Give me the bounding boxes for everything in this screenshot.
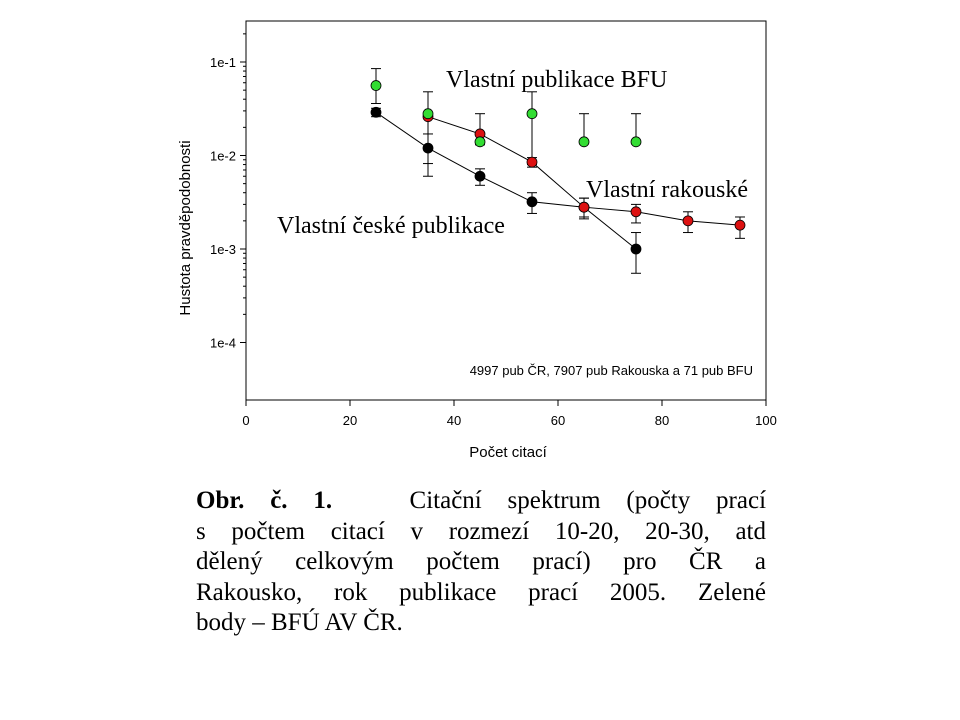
data-point: [630, 243, 642, 255]
figure-caption: Obr. č. 1. Citační spektrum (počty prací…: [196, 486, 766, 639]
data-point: [422, 142, 434, 154]
label-at: Vlastní rakouské: [586, 177, 748, 203]
caption-line: Obr. č. 1. Citační spektrum (počty prací: [196, 486, 766, 517]
caption-text: Citační spektrum (počty prací: [409, 487, 767, 514]
data-point: [422, 108, 434, 120]
y-tick-label: 1e-3: [210, 242, 236, 257]
x-axis-label: Počet citací: [469, 444, 547, 461]
data-point: [578, 201, 590, 213]
data-point: [370, 106, 382, 118]
series-layer: [370, 68, 746, 274]
plot-frame: [245, 20, 767, 401]
x-tick-label: 40: [447, 413, 461, 428]
caption-prefix: Obr. č. 1.: [196, 487, 333, 514]
y-axis-ticks: 1e-1 1e-2 1e-3 1e-4: [210, 33, 246, 351]
x-axis-ticks: 0 20 40 60 80 100: [242, 400, 777, 428]
data-point: [474, 136, 486, 148]
x-tick-label: 60: [551, 413, 565, 428]
caption-line: dělený celkovým počtem prací) pro ČR a: [196, 548, 766, 575]
x-tick-label: 0: [242, 413, 249, 428]
data-point: [474, 170, 486, 182]
x-tick-label: 80: [655, 413, 669, 428]
data-point: [526, 156, 538, 168]
data-point: [734, 219, 746, 231]
data-point: [526, 196, 538, 208]
caption-line: Rakousko, rok publikace prací 2005. Zele…: [196, 578, 766, 606]
x-tick-label: 100: [755, 413, 777, 428]
sample-size-note: 4997 pub ČR, 7907 pub Rakouska a 71 pub …: [470, 363, 753, 378]
data-point: [682, 215, 694, 227]
data-point: [578, 136, 590, 148]
data-point: [370, 80, 382, 91]
y-tick-label: 1e-4: [210, 336, 236, 351]
data-point: [630, 136, 642, 148]
y-axis-label: Hustota pravděpodobnosti: [177, 140, 194, 315]
caption-line: body – BFÚ AV ČR.: [196, 609, 403, 636]
label-cz: Vlastní české publikace: [277, 213, 505, 239]
y-tick-label: 1e-1: [210, 55, 236, 70]
label-bfu: Vlastní publikace BFU: [446, 67, 667, 93]
caption-line: s počtem citací v rozmezí 10-20, 20-30, …: [196, 517, 766, 545]
data-point: [526, 108, 538, 120]
series-line: [375, 111, 637, 250]
x-tick-label: 20: [343, 413, 357, 428]
data-point: [630, 206, 642, 218]
y-tick-label: 1e-2: [210, 149, 236, 164]
